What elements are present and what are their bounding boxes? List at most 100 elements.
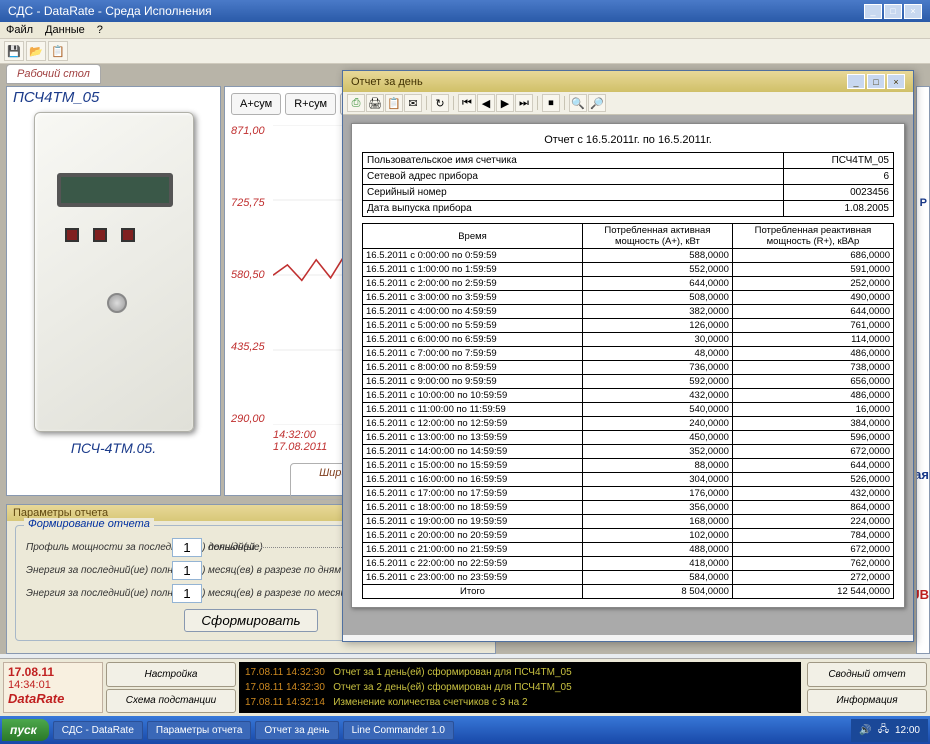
settings-button[interactable]: Настройка [106, 662, 236, 687]
rtb-copy-icon[interactable]: 📋 [385, 94, 403, 112]
taskbar-item[interactable]: СДС - DataRate [53, 721, 143, 740]
main-title: СДС - DataRate - Среда Исполнения [8, 4, 212, 18]
meta-val: 1.08.2005 [784, 201, 894, 217]
info-button[interactable]: Информация [807, 689, 927, 714]
taskbar-item[interactable]: Line Commander 1.0 [343, 721, 454, 740]
right-ub-label: UB [916, 587, 929, 602]
col-header: Потребленная реактивная мощность (R+), к… [732, 224, 893, 249]
format-button[interactable]: Сформировать [184, 609, 317, 632]
chart-tab-a[interactable]: А+сум [231, 93, 281, 115]
tool-save-icon[interactable]: 💾 [4, 41, 24, 61]
meta-key: Дата выпуска прибора [363, 201, 784, 217]
meta-key: Серийный номер [363, 185, 784, 201]
taskbar-item[interactable]: Параметры отчета [147, 721, 251, 740]
meta-val: ПСЧ4ТМ_05 [784, 153, 894, 169]
table-row: 16.5.2011 с 14:00:00 по 14:59:59352,0000… [363, 445, 894, 459]
rtb-next-icon[interactable]: ▶ [496, 94, 514, 112]
taskbar-item[interactable]: Отчет за день [255, 721, 338, 740]
minimize-button[interactable]: _ [864, 4, 882, 19]
report-max-button[interactable]: □ [867, 74, 885, 89]
rtb-last-icon[interactable]: ⏭ [515, 94, 533, 112]
chart-tab-r[interactable]: R+сум [285, 93, 336, 115]
menu-help[interactable]: ? [97, 24, 103, 36]
ylabel-2: 580,50 [231, 269, 265, 281]
schema-button[interactable]: Схема подстанции [106, 689, 236, 714]
tray-clock: 12:00 [895, 725, 920, 736]
table-row: 16.5.2011 с 12:00:00 по 12:59:59240,0000… [363, 417, 894, 431]
table-row: 16.5.2011 с 21:00:00 по 21:59:59488,0000… [363, 543, 894, 557]
meta-val: 6 [784, 169, 894, 185]
menubar: Файл Данные ? [0, 22, 930, 39]
report-meta-table: Пользовательское имя счетчикаПСЧ4ТМ_05Се… [362, 152, 894, 217]
meta-val: 0023456 [784, 185, 894, 201]
logo: DataRate [8, 691, 98, 706]
report-close-button[interactable]: × [887, 74, 905, 89]
table-row: 16.5.2011 с 5:00:00 по 5:59:59126,000076… [363, 319, 894, 333]
rtb-print-icon[interactable]: 🖨 [366, 94, 384, 112]
rtb-first-icon[interactable]: ⏮ [458, 94, 476, 112]
report-window: Отчет за день _ □ × ⎙ 🖨 📋 ✉ ↻ ⏮ ◀ ▶ ⏭ ⏹ … [342, 70, 914, 642]
table-row: 16.5.2011 с 6:00:00 по 6:59:5930,0000114… [363, 333, 894, 347]
rtb-refresh-icon[interactable]: ↻ [431, 94, 449, 112]
menu-file[interactable]: Файл [6, 24, 33, 36]
rtb-zoom-icon[interactable]: 🔍 [569, 94, 587, 112]
workspace-tab[interactable]: Рабочий стол [6, 64, 101, 84]
param-label: Энергия за последний(ие) полный(ые) [26, 565, 166, 576]
table-row: 16.5.2011 с 11:00:00 по 11:59:59540,0000… [363, 403, 894, 417]
rtb-find-icon[interactable]: 🔎 [588, 94, 606, 112]
tray-network-icon[interactable]: 🖧 [878, 722, 889, 739]
param-unit: месяц(ев) в разрезе по месяцам [208, 588, 359, 599]
rtb-mail-icon[interactable]: ✉ [404, 94, 422, 112]
meta-key: Сетевой адрес прибора [363, 169, 784, 185]
menu-data[interactable]: Данные [45, 24, 85, 36]
tool-open-icon[interactable]: 📂 [26, 41, 46, 61]
main-titlebar: СДС - DataRate - Среда Исполнения _ □ × [0, 0, 930, 22]
right-panel-glimpse: P ная UB [916, 86, 930, 654]
table-row: 16.5.2011 с 16:00:00 по 16:59:59304,0000… [363, 473, 894, 487]
ylabel-0: 871,00 [231, 125, 265, 137]
table-row: 16.5.2011 с 4:00:00 по 4:59:59382,000064… [363, 305, 894, 319]
table-row: 16.5.2011 с 20:00:00 по 20:59:59102,0000… [363, 529, 894, 543]
params-group-title: Формирование отчета [24, 518, 154, 530]
meter-image [34, 112, 194, 432]
rtb-prev-icon[interactable]: ◀ [477, 94, 495, 112]
device-panel: ПСЧ4ТМ_05 ПСЧ-4ТМ.05. [6, 86, 221, 496]
param-value-input[interactable] [172, 584, 202, 603]
system-tray[interactable]: 🔊 🖧 12:00 [851, 719, 928, 742]
table-row: 16.5.2011 с 0:00:00 по 0:59:59588,000068… [363, 249, 894, 263]
report-toolbar: ⎙ 🖨 📋 ✉ ↻ ⏮ ◀ ▶ ⏭ ⏹ 🔍 🔎 [343, 92, 913, 115]
table-row: 16.5.2011 с 1:00:00 по 1:59:59552,000059… [363, 263, 894, 277]
summary-report-button[interactable]: Сводный отчет [807, 662, 927, 687]
ylabel-1: 725,75 [231, 197, 265, 209]
table-row: 16.5.2011 с 3:00:00 по 3:59:59508,000049… [363, 291, 894, 305]
close-button[interactable]: × [904, 4, 922, 19]
table-row: 16.5.2011 с 18:00:00 по 18:59:59356,0000… [363, 501, 894, 515]
param-value-input[interactable] [172, 561, 202, 580]
report-title: Отчет за день [351, 76, 423, 88]
rtb-stop-icon[interactable]: ⏹ [542, 94, 560, 112]
table-row: 16.5.2011 с 15:00:00 по 15:59:5988,00006… [363, 459, 894, 473]
table-row: 16.5.2011 с 10:00:00 по 10:59:59432,0000… [363, 389, 894, 403]
tool-copy-icon[interactable]: 📋 [48, 41, 68, 61]
table-row: 16.5.2011 с 22:00:00 по 22:59:59418,0000… [363, 557, 894, 571]
report-min-button[interactable]: _ [847, 74, 865, 89]
report-data-table: ВремяПотребленная активная мощность (А+)… [362, 223, 894, 599]
meta-key: Пользовательское имя счетчика [363, 153, 784, 169]
right-text: ная [916, 467, 929, 482]
ylabel-3: 435,25 [231, 341, 265, 353]
meter-led [107, 293, 127, 313]
start-button[interactable]: пуск [2, 719, 49, 741]
param-label: Энергия за последний(ие) полный(ые) [26, 588, 166, 599]
workspace: Рабочий стол ПСЧ4ТМ_05 ПСЧ-4ТМ.05. А+сум… [0, 64, 930, 654]
tray-volume-icon[interactable]: 🔊 [859, 725, 871, 736]
rtb-export-icon[interactable]: ⎙ [347, 94, 365, 112]
maximize-button[interactable]: □ [884, 4, 902, 19]
table-row: 16.5.2011 с 9:00:00 по 9:59:59592,000065… [363, 375, 894, 389]
device-caption: ПСЧ-4ТМ.05. [7, 438, 220, 458]
taskbar: пуск СДС - DataRateПараметры отчетаОтчет… [0, 716, 930, 744]
meter-lcd [57, 173, 173, 207]
param-value-input[interactable] [172, 538, 202, 557]
table-row: 16.5.2011 с 13:00:00 по 13:59:59450,0000… [363, 431, 894, 445]
col-header: Потребленная активная мощность (А+), кВт [583, 224, 733, 249]
device-heading: ПСЧ4ТМ_05 [13, 89, 214, 106]
